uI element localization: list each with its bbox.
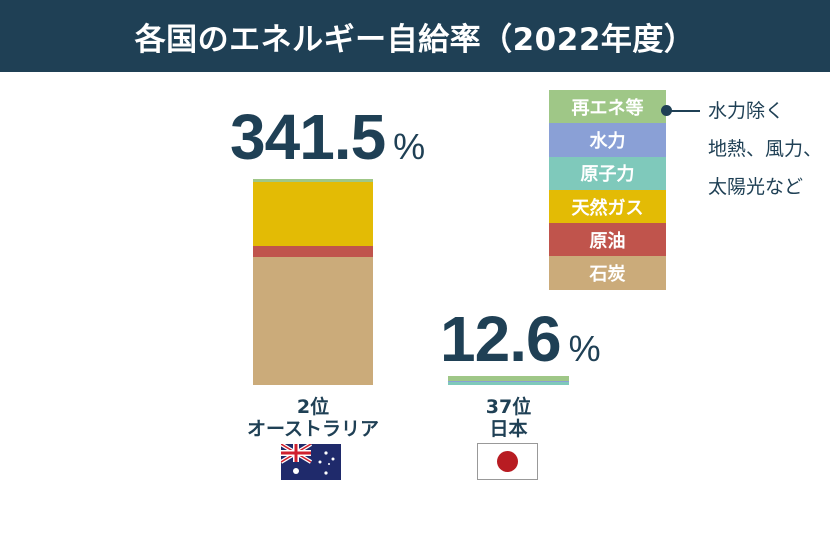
legend-item-hydro: 水力 <box>549 123 666 157</box>
japan-flag-icon <box>477 443 538 480</box>
chart-title: 各国のエネルギー自給率（2022年度） <box>134 21 696 58</box>
australia-value: 341.5 % <box>230 100 425 174</box>
australia-seg-gas <box>253 182 373 246</box>
legend-item-nuclear: 原子力 <box>549 156 666 190</box>
legend: 再エネ等 水力 原子力 天然ガス 原油 石炭 <box>549 90 666 290</box>
japan-value: 12.6 % <box>440 302 601 376</box>
legend-item-renewables: 再エネ等 <box>549 90 666 124</box>
japan-value-number: 12.6 <box>440 303 562 375</box>
australia-seg-coal <box>253 257 373 385</box>
legend-item-oil: 原油 <box>549 223 666 257</box>
japan-rank: 37位 <box>485 396 532 418</box>
japan-name: 日本 <box>489 418 528 440</box>
note-pointer-dot-icon <box>661 105 672 116</box>
japan-seg-nuclear <box>448 382 569 385</box>
japan-seg-renewables <box>448 376 569 381</box>
australia-seg-oil <box>253 246 373 257</box>
australia-value-number: 341.5 <box>230 101 386 173</box>
japan-bar <box>448 376 569 385</box>
japan-value-unit: % <box>568 328 601 369</box>
japan-label: 37位 日本 <box>448 396 569 440</box>
australia-name: オーストラリア <box>246 418 380 440</box>
legend-note-line1: 水力除く <box>708 100 785 122</box>
note-pointer-line <box>668 110 700 112</box>
japan-seg-hydro <box>448 381 569 382</box>
australia-bar <box>253 179 373 385</box>
australia-rank: 2位 <box>296 396 330 418</box>
australia-seg-renewables <box>253 179 373 182</box>
legend-item-gas: 天然ガス <box>549 189 666 224</box>
australia-flag-icon <box>281 444 341 480</box>
australia-value-unit: % <box>393 126 426 167</box>
legend-note: 水力除く 地熱、風力、 太陽光など <box>708 92 822 206</box>
legend-item-coal: 石炭 <box>549 256 666 290</box>
legend-note-line3: 太陽光など <box>708 176 804 198</box>
australia-label: 2位 オーストラリア <box>233 396 393 440</box>
legend-note-line2: 地熱、風力、 <box>708 138 823 160</box>
chart-header: 各国のエネルギー自給率（2022年度） <box>0 0 830 72</box>
